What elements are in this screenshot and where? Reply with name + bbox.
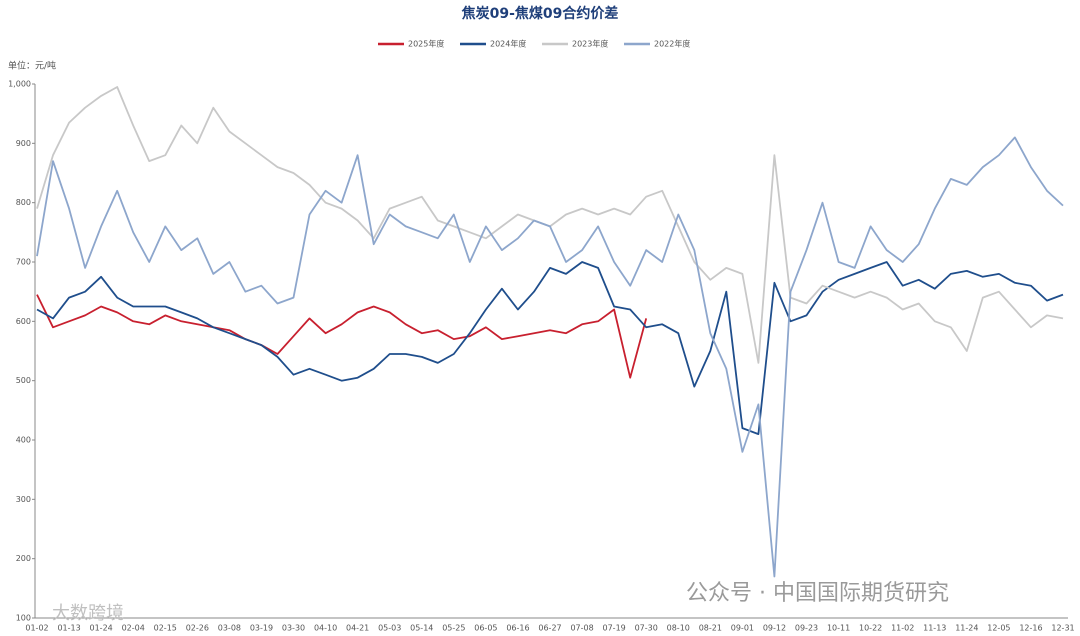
x-tick-label: 12-05 bbox=[987, 624, 1010, 633]
watermark: 公众号 · 中国国际期货研究 bbox=[686, 581, 949, 606]
x-tick-label: 09-23 bbox=[795, 624, 818, 633]
x-tick-label: 11-02 bbox=[891, 624, 914, 633]
unit-label: 单位：元/吨 bbox=[8, 60, 56, 72]
x-tick-label: 10-11 bbox=[827, 624, 850, 633]
y-tick-label: 400 bbox=[16, 436, 31, 445]
x-tick-label: 03-19 bbox=[250, 624, 273, 633]
legend-label: 2023年度 bbox=[572, 39, 608, 49]
x-tick-label: 07-30 bbox=[635, 624, 658, 633]
y-tick-label: 900 bbox=[16, 139, 31, 148]
y-tick-label: 700 bbox=[16, 258, 31, 267]
y-tick-label: 500 bbox=[16, 376, 31, 385]
x-tick-label: 08-21 bbox=[699, 624, 722, 633]
series-line bbox=[36, 261, 1064, 435]
x-tick-label: 01-24 bbox=[90, 624, 113, 633]
x-tick-label: 01-13 bbox=[57, 624, 80, 633]
legend-label: 2025年度 bbox=[408, 39, 444, 49]
x-tick-label: 03-30 bbox=[282, 624, 305, 633]
x-tick-label: 11-24 bbox=[955, 624, 978, 633]
chart-title: 焦炭09-焦煤09合约价差 bbox=[461, 5, 619, 22]
x-tick-label: 12-16 bbox=[1019, 624, 1042, 633]
x-tick-label: 06-16 bbox=[506, 624, 529, 633]
x-tick-label: 07-19 bbox=[603, 624, 626, 633]
x-tick-label: 01-02 bbox=[25, 624, 48, 633]
x-tick-label: 06-05 bbox=[474, 624, 497, 633]
y-tick-label: 300 bbox=[16, 495, 31, 504]
x-tick-label: 09-01 bbox=[731, 624, 754, 633]
y-tick-label: 200 bbox=[16, 554, 31, 563]
x-tick-label: 06-27 bbox=[538, 624, 561, 633]
x-tick-label: 02-15 bbox=[154, 624, 177, 633]
x-tick-label: 04-21 bbox=[346, 624, 369, 633]
x-tick-label: 02-26 bbox=[186, 624, 209, 633]
x-tick-label: 12-31 bbox=[1051, 624, 1074, 633]
y-tick-label: 1,000 bbox=[8, 80, 31, 89]
x-tick-label: 11-13 bbox=[923, 624, 946, 633]
x-tick-label: 03-08 bbox=[218, 624, 241, 633]
series-line bbox=[36, 136, 1064, 578]
y-tick-label: 800 bbox=[16, 198, 31, 207]
series-line bbox=[36, 294, 648, 379]
x-tick-label: 09-12 bbox=[763, 624, 786, 633]
x-tick-label: 05-25 bbox=[442, 624, 465, 633]
x-tick-label: 02-04 bbox=[122, 624, 145, 633]
x-tick-label: 08-10 bbox=[667, 624, 690, 633]
y-tick-label: 100 bbox=[16, 614, 31, 623]
watermark: 大数跨境 bbox=[52, 603, 124, 624]
series-line bbox=[36, 86, 1064, 364]
x-tick-label: 10-22 bbox=[859, 624, 882, 633]
legend-label: 2022年度 bbox=[654, 39, 690, 49]
legend-label: 2024年度 bbox=[490, 39, 526, 49]
x-tick-label: 05-03 bbox=[378, 624, 401, 633]
x-tick-label: 04-10 bbox=[314, 624, 337, 633]
x-tick-label: 07-08 bbox=[570, 624, 593, 633]
y-tick-label: 600 bbox=[16, 317, 31, 326]
x-tick-label: 05-14 bbox=[410, 624, 433, 633]
